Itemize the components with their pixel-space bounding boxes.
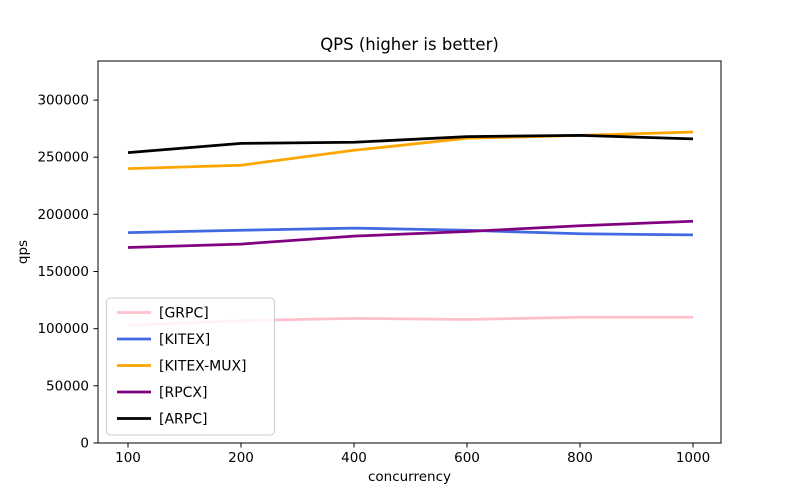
x-tick-label: 400 [341,450,367,466]
y-tick-label: 200000 [37,207,89,223]
x-tick-label: 100 [115,450,141,466]
chart-title: QPS (higher is better) [320,35,499,54]
y-tick-label: 0 [80,436,89,452]
y-tick: 100000 [37,321,98,337]
y-tick: 0 [80,436,98,452]
y-tick-label: 50000 [46,378,89,394]
legend: [GRPC] [KITEX] [KITEX-MUX] [RPCX] [ARPC] [106,297,275,436]
y-tick: 300000 [37,93,98,109]
y-axis: 0 50000 100000 150000 200000 250000 [15,93,98,452]
y-tick: 150000 [37,264,98,280]
legend-label-arpc: [ARPC] [159,412,207,428]
x-tick: 600 [454,443,480,466]
legend-label-grpc: [GRPC] [159,306,209,322]
x-tick: 100 [115,443,141,466]
y-tick-label: 300000 [37,93,89,109]
x-axis: 100 200 400 600 800 1000 concurr [115,443,710,485]
x-tick: 1000 [676,443,710,466]
y-tick-label: 250000 [37,150,89,166]
y-axis-title: qps [15,240,31,264]
legend-entry-rpcx: [RPCX] [117,385,207,401]
y-tick: 200000 [37,207,98,223]
plot-area-frame [97,60,722,444]
x-tick: 800 [567,443,593,466]
legend-entry-arpc: [ARPC] [117,412,207,428]
series-line-kitex [127,226,694,237]
legend-entry-kitex: [KITEX] [117,332,210,348]
x-tick-label: 600 [454,450,480,466]
y-tick: 250000 [37,150,98,166]
legend-label-kitex-mux: [KITEX-MUX] [159,359,247,375]
legend-entry-grpc: [GRPC] [117,306,209,322]
legend-entry-kitex-mux: [KITEX-MUX] [117,359,247,375]
x-tick-label: 200 [228,450,254,466]
legend-label-rpcx: [RPCX] [159,385,207,401]
series-lines [127,130,694,327]
y-tick: 50000 [46,378,98,394]
y-tick-label: 100000 [37,321,89,337]
series-line-arpc [127,134,694,154]
x-axis-title: concurrency [368,469,451,485]
x-tick: 400 [341,443,367,466]
x-tick: 200 [228,443,254,466]
x-tick-label: 1000 [676,450,710,466]
x-tick-label: 800 [567,450,593,466]
legend-box [106,297,275,436]
y-tick-label: 150000 [37,264,89,280]
legend-label-kitex: [KITEX] [159,332,210,348]
series-line-rpcx [127,219,694,249]
